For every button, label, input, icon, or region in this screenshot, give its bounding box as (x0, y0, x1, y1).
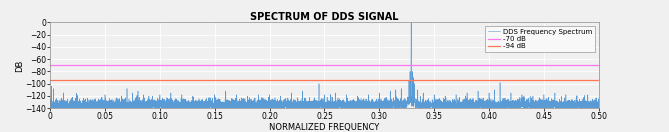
DDS Frequency Spectrum (274, 105, 282, 106)
Y-axis label: DB: DB (15, 59, 23, 72)
DDS Frequency Spectrum (515, 103, 523, 105)
DDS Frequency Spectrum (407, 22, 415, 23)
Legend: DDS Frequency Spectrum, -70 dB, -94 dB: DDS Frequency Spectrum, -70 dB, -94 dB (485, 26, 595, 52)
Line: DDS Frequency Spectrum: DDS Frequency Spectrum (50, 22, 599, 117)
X-axis label: NORMALIZED FREQUENCY: NORMALIZED FREQUENCY (270, 123, 379, 132)
DDS Frequency Spectrum (442, 103, 450, 105)
DDS Frequency Spectrum (338, 107, 346, 108)
DDS Frequency Spectrum (270, 105, 278, 106)
DDS Frequency Spectrum (46, 105, 54, 107)
DDS Frequency Spectrum (211, 96, 219, 98)
Title: SPECTRUM OF DDS SIGNAL: SPECTRUM OF DDS SIGNAL (250, 12, 399, 22)
DDS Frequency Spectrum (153, 116, 161, 117)
DDS Frequency Spectrum (595, 105, 603, 106)
